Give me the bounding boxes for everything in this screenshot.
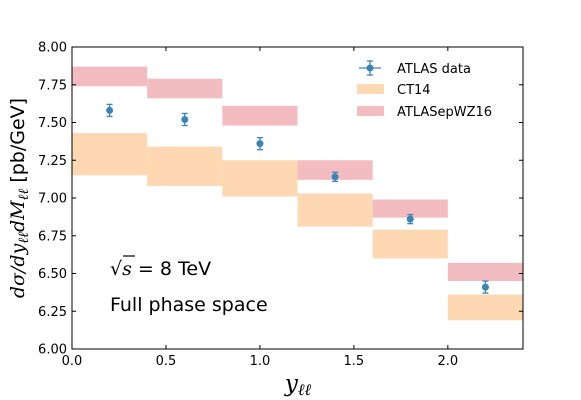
x-tick-label: 0.5	[156, 354, 177, 369]
band-2-4	[372, 199, 448, 218]
band-2-3	[297, 160, 373, 180]
band-2-5	[447, 262, 523, 282]
data-point-4	[406, 213, 414, 225]
legend-item-ct14: CT14	[357, 83, 431, 98]
bands-layer	[72, 66, 523, 321]
y-tick-label: 6.00	[38, 343, 67, 358]
y-tick-label: 8.00	[38, 41, 67, 56]
svg-text:ATLAS data: ATLAS data	[397, 62, 471, 77]
band-1-0	[72, 133, 148, 176]
legend-item-atlas-data: ATLAS data	[359, 60, 471, 77]
x-tick-label: 2.0	[437, 354, 458, 369]
band-1-2	[222, 160, 298, 197]
band-1-5	[447, 294, 523, 321]
data-marker	[481, 283, 489, 291]
phase-space-annotation: Full phase space	[110, 294, 268, 316]
y-axis: 6.00 6.25 6.50 6.75 7.00 7.25 7.50 7.75 8.00	[38, 41, 523, 358]
y-tick-label: 7.75	[38, 78, 67, 93]
y-tick-label: 6.75	[38, 229, 67, 244]
data-marker	[106, 106, 114, 114]
data-point-2	[256, 136, 264, 151]
band-2-1	[147, 78, 223, 99]
band-2-0	[72, 66, 148, 87]
points-layer	[106, 103, 489, 294]
x-tick-label: 1.0	[250, 354, 271, 369]
legend: ATLAS data CT14 ATLASepWZ16	[357, 60, 492, 120]
y-tick-label: 6.25	[38, 305, 67, 320]
band-1-4	[372, 229, 448, 259]
energy-annotation: √s = 8 TeV	[110, 255, 211, 280]
band-1-3	[297, 193, 373, 227]
data-point-1	[181, 112, 189, 127]
svg-text:√s = 8 TeV: √s = 8 TeV	[110, 258, 211, 280]
band-2-2	[222, 105, 298, 126]
y-tick-label: 7.00	[38, 192, 67, 207]
legend-item-atlasepwz16: ATLASepWZ16	[357, 105, 492, 120]
data-marker	[331, 173, 339, 181]
data-marker	[181, 115, 189, 123]
x-tick-label: 1.5	[344, 354, 365, 369]
data-point-0	[106, 103, 114, 118]
y-tick-label: 7.50	[38, 116, 67, 131]
x-tick-label: 0.0	[62, 354, 83, 369]
svg-text:ATLASepWZ16: ATLASepWZ16	[397, 105, 492, 120]
x-axis-label: yℓℓ	[284, 371, 312, 399]
data-point-3	[331, 171, 339, 183]
data-marker	[256, 140, 264, 148]
x-axis: 0.0 0.5 1.0 1.5 2.0	[62, 47, 458, 369]
band-1-1	[147, 146, 223, 186]
y-tick-label: 6.50	[38, 267, 67, 282]
data-point-5	[481, 280, 489, 294]
y-axis-label: dσ/dyℓℓdMℓℓ [pb/GeV]	[7, 98, 32, 298]
data-marker	[406, 215, 414, 223]
y-tick-label: 7.25	[38, 154, 67, 169]
svg-text:CT14: CT14	[397, 83, 431, 98]
